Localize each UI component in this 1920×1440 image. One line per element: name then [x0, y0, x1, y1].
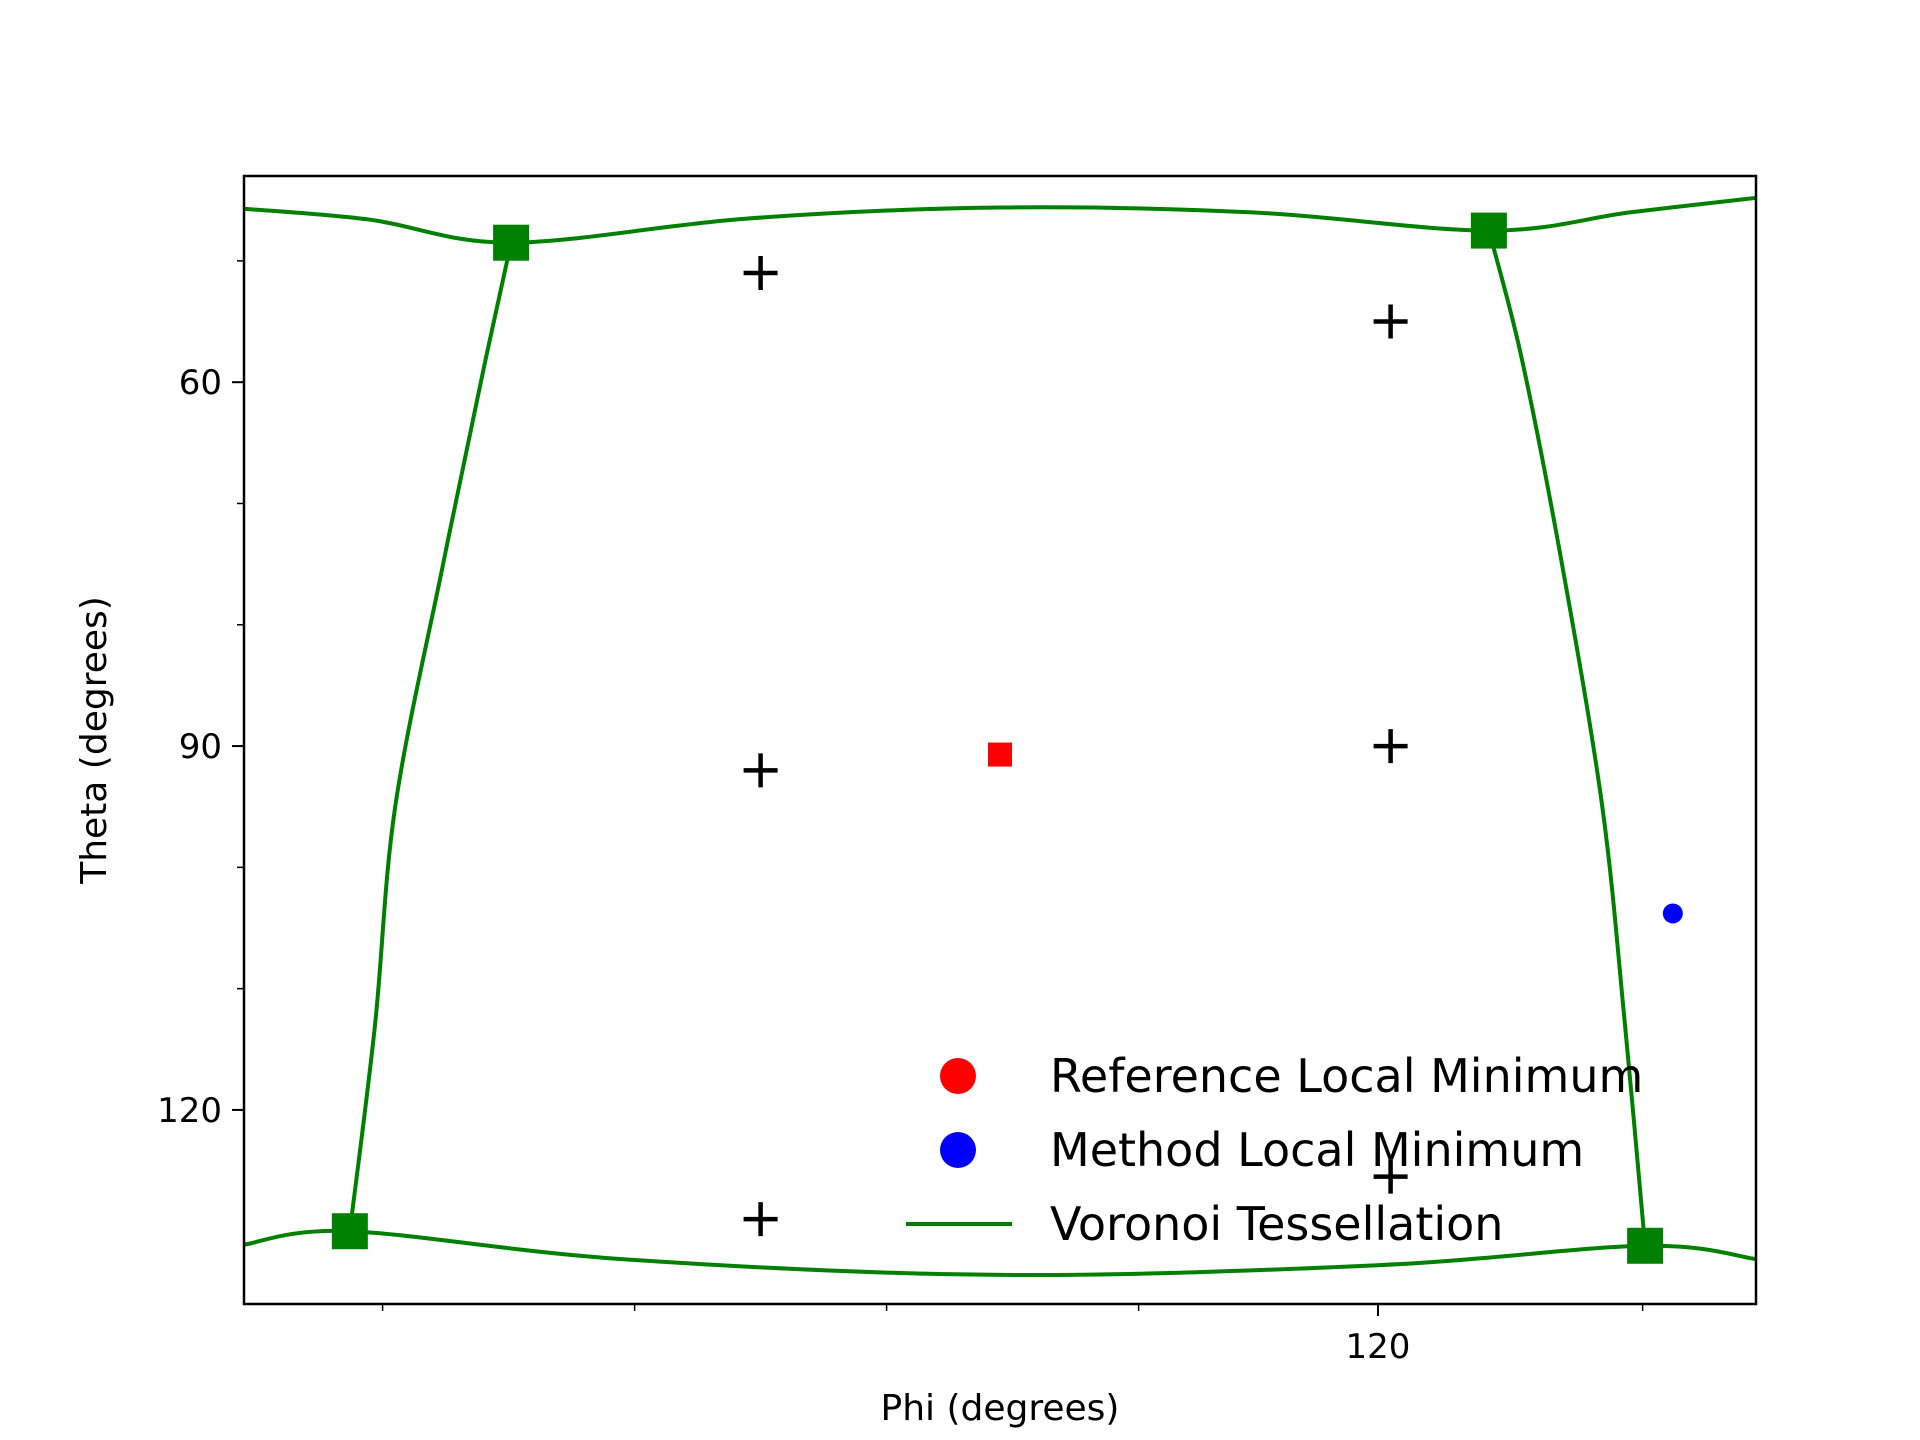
x-tick-label: 120: [1346, 1327, 1411, 1367]
y-axis-label: Theta (degrees): [74, 596, 115, 885]
voronoi-edge: [244, 1228, 1756, 1278]
voronoi-layer: [244, 195, 1756, 1278]
voronoi-vertex: [1470, 212, 1507, 249]
grid-point-marker: [743, 753, 778, 788]
reference-local-minimum-marker: [988, 742, 1012, 767]
legend: Reference Local Minimum Method Local Mini…: [906, 1049, 1643, 1251]
y-tick-label: 90: [179, 727, 222, 767]
plot-frame: [242, 174, 1758, 1306]
legend-label: Method Local Minimum: [1050, 1123, 1584, 1177]
y-tick-label: 60: [179, 363, 222, 403]
voronoi-vertex: [493, 224, 530, 261]
grid-point-marker: [1373, 729, 1408, 764]
legend-label: Reference Local Minimum: [1050, 1049, 1643, 1103]
tick-layer: 120 60 90 120: [157, 260, 1644, 1367]
y-tick-label: 120: [157, 1091, 222, 1131]
method-local-minimum-marker: [1662, 903, 1683, 924]
legend-circle-swatch: [940, 1132, 976, 1168]
grid-point-marker: [743, 1202, 778, 1237]
grid-point-marker: [743, 256, 778, 291]
marker-layer: [331, 212, 1683, 1264]
voronoi-vertex: [331, 1213, 368, 1250]
grid-point-marker: [1373, 304, 1408, 339]
voronoi-edge: [1486, 230, 1648, 1246]
voronoi-vertex: [1627, 1227, 1664, 1264]
legend-label: Voronoi Tessellation: [1050, 1197, 1503, 1251]
legend-circle-swatch: [940, 1058, 976, 1094]
voronoi-edge: [347, 242, 514, 1232]
x-axis-label: Phi (degrees): [881, 1388, 1120, 1429]
voronoi-edge: [244, 195, 1756, 245]
grid-point-marker: [1373, 1159, 1408, 1194]
